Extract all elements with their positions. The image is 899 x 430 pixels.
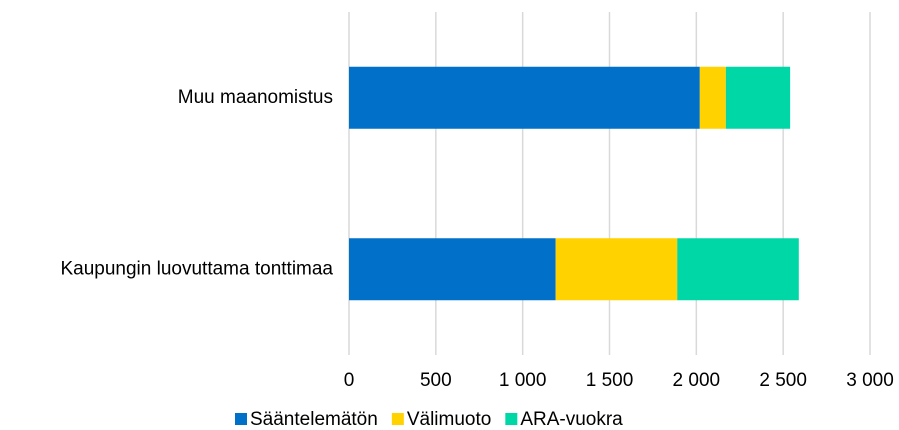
y-tick-label: Kaupungin luovuttama tonttimaa [60,258,333,279]
legend-label: ARA-vuokra [520,409,623,430]
x-tick-label: 2 000 [673,370,721,391]
x-tick-label: 3 000 [846,370,894,391]
bar-segment [555,238,678,301]
legend-swatch [391,413,404,425]
x-tick-label: 0 [344,370,355,391]
bar-segment [699,66,726,129]
legend-swatch [505,413,518,425]
x-tick-label: 500 [420,370,452,391]
bar-segment [725,66,791,129]
y-tick-label: Muu maanomistus [178,87,333,108]
legend-label: Sääntelemätön [250,409,378,430]
x-tick-label: 2 500 [759,370,807,391]
x-tick-label: 1 000 [499,370,547,391]
x-tick-label: 1 500 [586,370,634,391]
legend-swatch [235,413,247,425]
bar-segment [349,238,556,301]
bar-segment [677,238,799,301]
bar-segment [349,66,700,129]
legend-label: Välimuoto [407,409,492,430]
